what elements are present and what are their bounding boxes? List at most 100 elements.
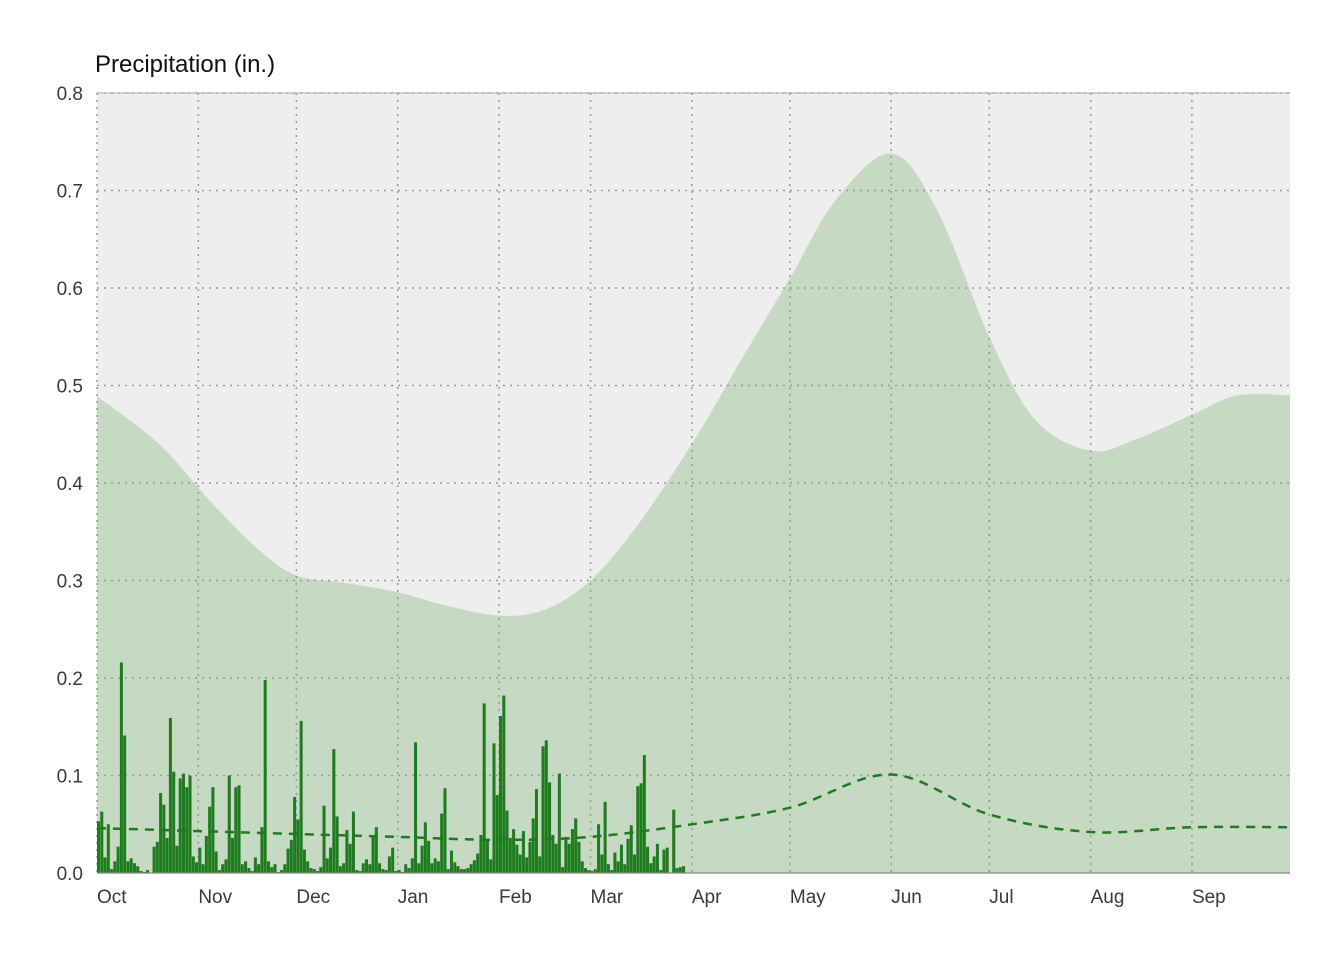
precip-bar [312,869,316,873]
precip-bar [139,871,143,873]
precip-bar [214,851,218,873]
precip-bar [482,703,486,873]
precip-bar [633,854,637,873]
precip-bar [561,867,565,873]
precip-bar [626,838,630,874]
precip-bar [515,844,519,873]
precip-bar [358,871,362,873]
y-tick-label: 0.6 [57,279,83,300]
precip-bar [103,857,107,873]
y-tick-label: 0.4 [57,474,84,495]
precip-bar [257,864,261,873]
precip-bar [453,862,457,873]
precip-bar [554,843,558,873]
precip-bar [479,834,483,873]
precip-bar [391,847,395,873]
precip-bar [201,864,205,873]
precip-bar [319,867,323,873]
precip-bar [227,775,231,873]
precip-bar [525,857,529,873]
precip-bar [548,782,552,873]
precip-bar [499,716,503,873]
precip-bar [580,861,584,873]
x-tick-label: Nov [198,887,232,908]
precip-bar [260,827,264,873]
precip-bar [178,778,182,873]
precip-bar [678,867,682,873]
precip-bar [191,856,195,873]
precip-bar [123,735,127,873]
precip-bar [342,863,346,873]
precip-bar [597,824,601,873]
precip-bar [211,787,215,873]
precip-bar [531,818,535,873]
precip-bar [472,860,476,873]
precip-bar [600,854,604,873]
precip-bar [116,846,120,873]
precip-bar [414,742,418,873]
precip-bar [185,787,189,873]
precip-bar [237,785,241,873]
precip-bar [410,858,414,874]
precip-bar [423,822,427,873]
precip-bar [606,864,610,873]
precip-bar [365,859,369,873]
precip-bar [587,870,591,873]
precip-bar [221,864,225,873]
precip-bar [322,805,326,873]
precip-bar [407,868,411,874]
precip-bar [244,861,248,873]
precip-bar [613,852,617,873]
y-tick-label: 0.1 [57,767,83,788]
precip-bar [165,837,169,873]
precip-bar [436,861,440,873]
precip-bar [430,863,434,873]
precip-bar [306,861,310,873]
precip-bar [544,740,548,873]
precip-bar [675,868,679,874]
precip-bar [485,839,489,873]
precip-bar [188,775,192,873]
precip-bar [371,834,375,873]
precip-bar [557,773,561,873]
y-tick-label: 0.3 [57,572,83,593]
precip-bar [315,871,319,873]
precip-bar [266,861,270,873]
precip-bar [450,850,454,873]
y-tick-label: 0.0 [57,864,83,885]
precip-bar [417,863,421,873]
precip-bar [659,870,663,873]
precip-bar [646,846,650,873]
x-tick-label: Jan [398,887,429,908]
precip-bar [665,847,669,873]
precip-bar [168,717,172,873]
precip-bar [440,813,444,873]
precip-bar [528,841,532,873]
precip-bar [427,840,431,873]
precip-bar [97,821,101,873]
precip-bar [508,837,512,873]
x-tick-label: Apr [692,887,722,908]
precip-bar [384,870,388,873]
precip-bar [263,679,267,873]
precip-bar [253,857,257,873]
precip-bar [289,839,293,873]
precip-bar [534,789,538,873]
precip-bar [335,816,339,873]
precip-bar [175,845,179,873]
precip-bar [345,830,349,873]
precip-bar [208,806,212,873]
precip-bar [332,749,336,873]
precip-bar [162,804,166,873]
precip-bar [234,787,238,873]
precip-bar [463,869,467,873]
precip-bar [224,859,228,873]
precip-bar [577,841,581,873]
precip-bar [505,810,509,873]
precip-bar [106,824,110,873]
y-tick-label: 0.8 [57,84,83,105]
precip-bar [355,870,359,873]
precip-bar [374,827,378,873]
precip-bar [172,771,176,873]
precip-bar [629,825,633,873]
